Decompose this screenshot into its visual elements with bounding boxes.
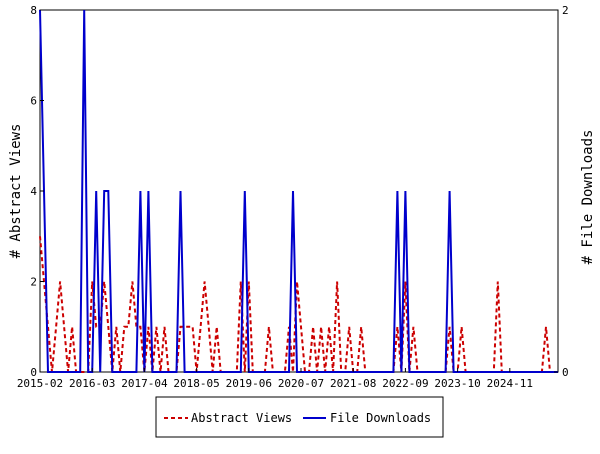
left-tick-label: 4 [30,185,37,198]
x-tick-label: 2017-04 [121,377,168,390]
right-tick-label: 0 [562,366,569,379]
x-tick-label: 2024-11 [487,377,533,390]
x-tick-label: 2015-02 [17,377,63,390]
left-tick-label: 8 [30,4,37,17]
x-tick-label: 2018-05 [173,377,219,390]
legend: Abstract Views File Downloads [155,396,444,438]
x-tick-label: 2023-10 [434,377,480,390]
x-tick-label: 2022-09 [382,377,428,390]
series-layer [39,9,558,373]
right-tick-label: 2 [562,4,569,17]
x-axis-ticks: 2015-02 2016-03 2017-04 2018-05 2019-06 2020-… [17,368,533,390]
plot-area [39,9,559,373]
x-tick-label: 2016-03 [69,377,115,390]
legend-label-abstract-views: Abstract Views [191,411,292,425]
series-line-file-downloads [39,9,558,373]
left-tick-label: 6 [30,95,37,108]
left-tick-label: 0 [30,366,37,379]
legend-label-file-downloads: File Downloads [330,411,431,425]
right-axis-title: # File Downloads [580,130,596,265]
legend-box [155,396,444,438]
x-tick-label: 2021-08 [330,377,376,390]
left-tick-label: 2 [30,276,37,289]
x-tick-label: 2019-06 [226,377,272,390]
right-axis-ticks: 02 [554,4,569,379]
left-axis-ticks: 0 2 4 6 8 [30,4,44,379]
x-tick-label: 2020-07 [278,377,324,390]
left-axis-title: # Abstract Views [8,124,24,259]
